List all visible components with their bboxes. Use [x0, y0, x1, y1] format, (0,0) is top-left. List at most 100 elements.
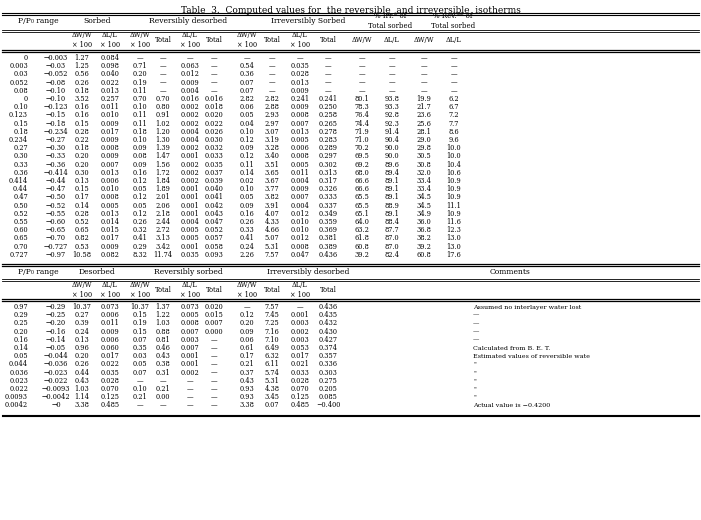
Text: Total: Total [205, 286, 222, 294]
Text: 0.001: 0.001 [181, 193, 199, 201]
Text: 80.1: 80.1 [355, 95, 369, 103]
Text: 0.336: 0.336 [318, 360, 337, 368]
Text: 2.88: 2.88 [264, 103, 280, 111]
Text: →0.05: →0.05 [46, 344, 66, 352]
Text: →0.052: →0.052 [43, 70, 68, 79]
Text: ΔL/L
× 100: ΔL/L × 100 [100, 281, 120, 298]
Text: 0.093: 0.093 [205, 251, 224, 259]
Text: 1.72: 1.72 [156, 169, 170, 177]
Text: 28.1: 28.1 [416, 128, 431, 136]
Text: 0.485: 0.485 [100, 401, 120, 409]
Text: 0.008: 0.008 [291, 152, 309, 160]
Text: 0.014: 0.014 [100, 218, 119, 226]
Text: Calculated from B. E. T.: Calculated from B. E. T. [473, 345, 550, 350]
Text: 0.011: 0.011 [100, 319, 119, 328]
Text: 0.389: 0.389 [318, 243, 337, 251]
Text: 6.49: 6.49 [264, 344, 280, 352]
Text: 0.14: 0.14 [74, 202, 90, 210]
Text: 6.2: 6.2 [449, 95, 459, 103]
Text: —: — [297, 54, 304, 62]
Text: 2.44: 2.44 [156, 218, 170, 226]
Text: 0.41: 0.41 [240, 235, 254, 242]
Text: 0.11: 0.11 [132, 111, 147, 120]
Text: 0.052: 0.052 [9, 79, 28, 87]
Text: 0.125: 0.125 [290, 393, 310, 401]
Text: 0.374: 0.374 [318, 344, 337, 352]
Text: 0.25: 0.25 [13, 319, 28, 328]
Text: 89.1: 89.1 [385, 193, 400, 201]
Text: 5.31: 5.31 [264, 377, 280, 385]
Text: 0.16: 0.16 [132, 169, 147, 177]
Text: −0.400: −0.400 [316, 401, 340, 409]
Text: 3.67: 3.67 [264, 177, 280, 185]
Text: →0.003: →0.003 [44, 54, 68, 62]
Text: 0.044: 0.044 [9, 360, 28, 368]
Text: 0.022: 0.022 [205, 120, 224, 127]
Text: 61.8: 61.8 [355, 235, 369, 242]
Text: 0.013: 0.013 [290, 128, 309, 136]
Text: 0.39: 0.39 [74, 319, 89, 328]
Text: 0.91: 0.91 [156, 111, 170, 120]
Text: —: — [211, 385, 217, 393]
Text: 0.033: 0.033 [290, 369, 309, 376]
Text: 11.6: 11.6 [447, 218, 461, 226]
Text: 1.56: 1.56 [156, 161, 170, 168]
Text: 0.011: 0.011 [100, 103, 119, 111]
Text: 0.009: 0.009 [101, 243, 119, 251]
Text: —: — [388, 54, 395, 62]
Text: —: — [473, 321, 479, 326]
Text: 65.5: 65.5 [355, 202, 369, 210]
Text: 64.0: 64.0 [355, 218, 369, 226]
Text: 21.7: 21.7 [416, 103, 431, 111]
Text: 0.085: 0.085 [318, 393, 337, 401]
Text: 0.002: 0.002 [291, 328, 309, 335]
Text: 1.03: 1.03 [156, 319, 170, 328]
Text: 0.004: 0.004 [290, 202, 309, 210]
Text: 3.65: 3.65 [264, 169, 280, 177]
Text: 3.38: 3.38 [74, 401, 90, 409]
Text: 0.002: 0.002 [181, 169, 199, 177]
Text: 1.39: 1.39 [156, 144, 170, 152]
Text: 0.05: 0.05 [240, 193, 254, 201]
Text: —: — [211, 377, 217, 385]
Text: 0.381: 0.381 [318, 235, 337, 242]
Text: —: — [211, 70, 217, 79]
Text: 0.47: 0.47 [13, 193, 28, 201]
Text: —: — [451, 54, 457, 62]
Text: 0.16: 0.16 [13, 336, 28, 344]
Text: 0.040: 0.040 [205, 185, 224, 193]
Text: —: — [211, 54, 217, 62]
Text: 3.28: 3.28 [264, 144, 280, 152]
Text: ΔW/W
× 100: ΔW/W × 100 [130, 281, 150, 298]
Text: 0.060: 0.060 [101, 344, 119, 352]
Text: 63.2: 63.2 [355, 226, 369, 234]
Text: 0.070: 0.070 [101, 385, 119, 393]
Text: 29.0: 29.0 [416, 136, 431, 144]
Text: 60.8: 60.8 [355, 243, 369, 251]
Text: 1.27: 1.27 [74, 54, 89, 62]
Text: —: — [473, 313, 479, 318]
Text: 0.29: 0.29 [132, 243, 147, 251]
Text: ": " [473, 379, 476, 383]
Text: 0.24: 0.24 [74, 328, 90, 335]
Text: 0.257: 0.257 [100, 95, 119, 103]
Text: 76.4: 76.4 [355, 111, 369, 120]
Text: 10.37: 10.37 [130, 303, 149, 311]
Text: 0.008: 0.008 [291, 243, 309, 251]
Text: 0.007: 0.007 [205, 319, 224, 328]
Text: →0.414: →0.414 [43, 169, 69, 177]
Text: 9.6: 9.6 [449, 136, 459, 144]
Text: ΔW/W
× 100: ΔW/W × 100 [130, 31, 150, 48]
Text: 0.028: 0.028 [100, 377, 119, 385]
Text: 0.12: 0.12 [132, 193, 147, 201]
Text: 0.26: 0.26 [74, 79, 89, 87]
Text: →0.33: →0.33 [46, 152, 66, 160]
Text: →0.55: →0.55 [46, 210, 66, 218]
Text: —: — [421, 87, 428, 95]
Text: 0.09: 0.09 [240, 144, 254, 152]
Text: —: — [325, 70, 332, 79]
Text: 0.03: 0.03 [13, 70, 28, 79]
Text: 0.035: 0.035 [205, 161, 224, 168]
Text: —: — [325, 87, 332, 95]
Text: —: — [137, 401, 143, 409]
